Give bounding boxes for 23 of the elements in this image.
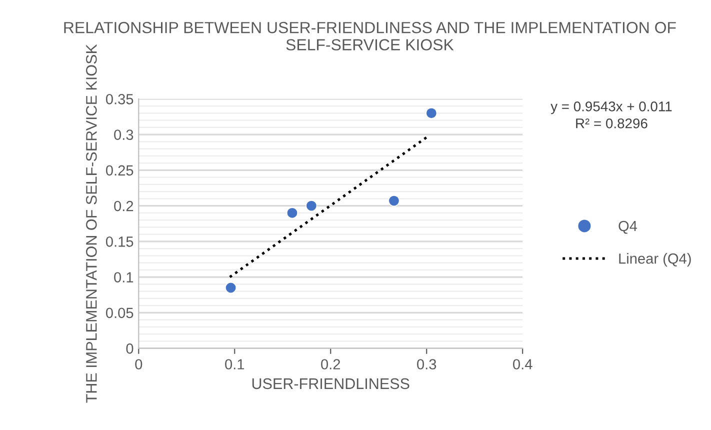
legend-label: Q4 xyxy=(618,220,638,234)
y-tick-label: 0.35 xyxy=(106,94,134,104)
text: y = 0.9543x + 0.011 R² = 0.8296 xyxy=(550,102,672,128)
x-tick-label: 0.4 xyxy=(513,359,532,370)
y-tick-label: 0.1 xyxy=(114,272,134,282)
x-tick-label: 0.3 xyxy=(417,359,436,370)
point xyxy=(426,107,438,119)
point xyxy=(286,207,298,219)
x-axis-title: USER-FRIENDLINESS xyxy=(252,378,410,390)
y-tick-label: 0.05 xyxy=(106,308,134,318)
y-tick-label: 0.15 xyxy=(106,236,134,247)
x-tick-label: 0.1 xyxy=(225,359,244,370)
point xyxy=(306,200,318,212)
legend-label: Linear (Q4) xyxy=(619,253,691,267)
y-tick-label: 0.2 xyxy=(114,200,134,212)
y-axis-title: THE IMPLEMENTATION OF SELF-SERVICE KIOSK xyxy=(86,44,97,403)
point xyxy=(224,282,237,294)
x-tick-label: 0.2 xyxy=(321,359,340,370)
y-tick-label: 0.3 xyxy=(114,130,134,140)
y-tick-label: 0.25 xyxy=(106,165,134,176)
y-tick-label: 0 xyxy=(126,343,134,354)
x-tick-label: 0 xyxy=(135,359,142,370)
point xyxy=(388,195,400,207)
